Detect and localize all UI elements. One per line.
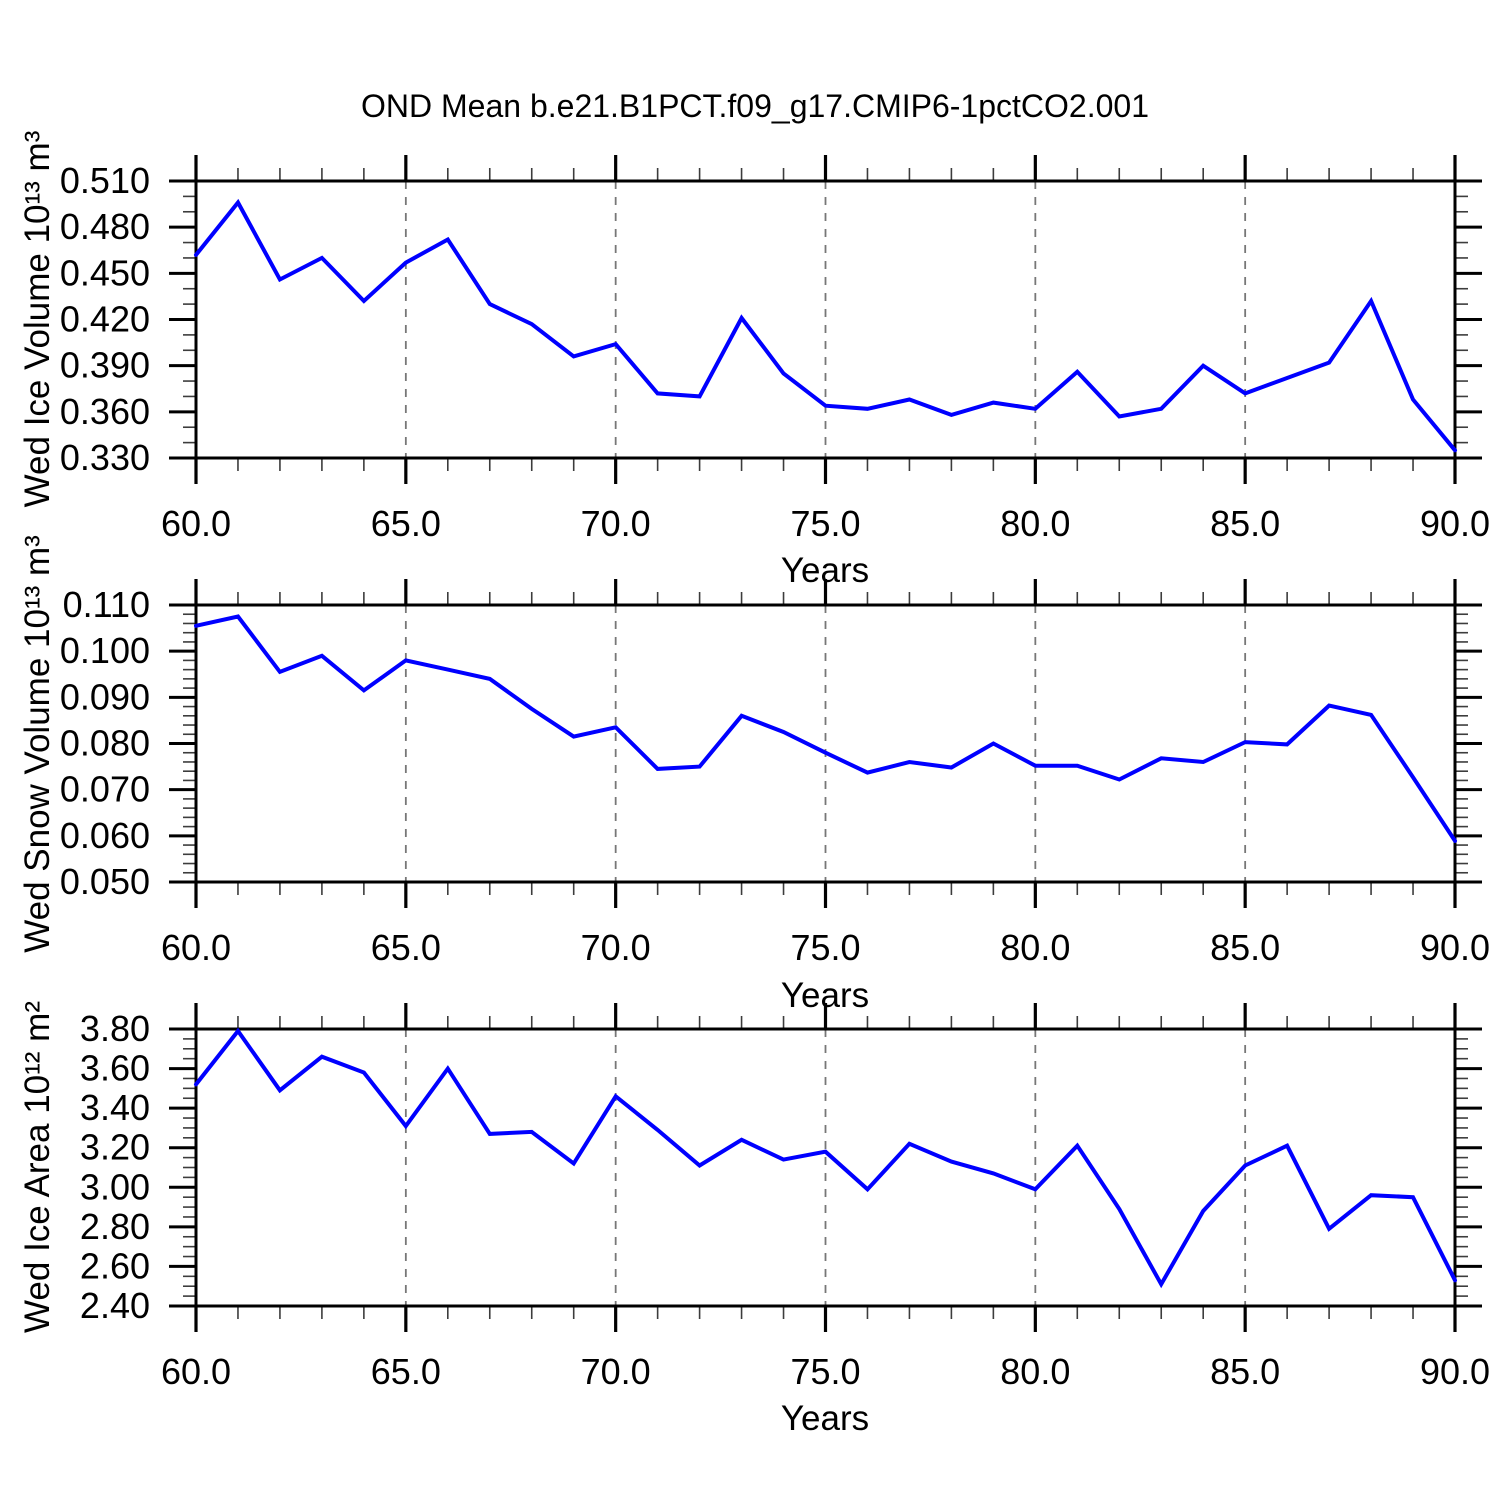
svg-text:2.80: 2.80 — [80, 1206, 150, 1247]
y-tick-labels: 0.050 0.060 0.070 0.080 0.090 0.100 0.110 — [60, 584, 150, 902]
svg-text:70.0: 70.0 — [581, 503, 651, 544]
svg-text:0.360: 0.360 — [60, 391, 150, 432]
y-axis-title-ice-volume: Wed Ice Volume 10¹³ m³ — [18, 130, 57, 508]
gridlines — [404, 181, 1247, 458]
svg-text:60.0: 60.0 — [161, 1351, 231, 1392]
svg-text:90.0: 90.0 — [1420, 503, 1490, 544]
svg-text:3.60: 3.60 — [80, 1048, 150, 1089]
svg-text:0.090: 0.090 — [60, 676, 150, 717]
plot-frame — [194, 179, 1457, 460]
plot-frame — [194, 603, 1457, 884]
x-axis-title-ice-volume: Years — [780, 551, 870, 590]
svg-text:65.0: 65.0 — [371, 927, 441, 968]
svg-text:2.60: 2.60 — [80, 1245, 150, 1286]
svg-text:0.480: 0.480 — [60, 206, 150, 247]
ice-volume-series-line — [194, 198, 1457, 453]
svg-text:60.0: 60.0 — [161, 503, 231, 544]
svg-text:2.40: 2.40 — [80, 1285, 150, 1326]
gridlines — [404, 605, 1247, 882]
ticks — [169, 1003, 1482, 1332]
svg-text:70.0: 70.0 — [581, 1351, 651, 1392]
svg-text:60.0: 60.0 — [161, 927, 231, 968]
svg-text:0.330: 0.330 — [60, 437, 150, 478]
svg-text:0.390: 0.390 — [60, 345, 150, 386]
svg-text:75.0: 75.0 — [790, 1351, 860, 1392]
y-axis-title-snow-volume: Wed Snow Volume 10¹³ m³ — [18, 535, 57, 953]
svg-text:70.0: 70.0 — [581, 927, 651, 968]
svg-text:0.060: 0.060 — [60, 815, 150, 856]
ticks — [169, 155, 1482, 484]
svg-text:90.0: 90.0 — [1420, 1351, 1490, 1392]
svg-text:0.070: 0.070 — [60, 769, 150, 810]
ice-area-plot: 2.402.602.803.003.203.403.603.80 60.0 65.0… — [80, 1003, 1490, 1392]
y-tick-labels: 2.402.602.803.003.203.403.603.80 — [80, 1008, 150, 1326]
svg-text:0.100: 0.100 — [60, 630, 150, 671]
x-tick-labels: 60.0 65.0 70.0 75.0 80.0 85.0 90.0 — [161, 927, 1490, 968]
svg-text:0.450: 0.450 — [60, 252, 150, 293]
svg-text:80.0: 80.0 — [1000, 927, 1070, 968]
svg-text:65.0: 65.0 — [371, 503, 441, 544]
svg-text:0.420: 0.420 — [60, 299, 150, 340]
svg-text:75.0: 75.0 — [790, 927, 860, 968]
svg-text:85.0: 85.0 — [1210, 1351, 1280, 1392]
svg-text:3.40: 3.40 — [80, 1087, 150, 1128]
y-tick-labels: 0.330 0.360 0.390 0.420 0.450 0.480 0.510 — [60, 160, 150, 478]
svg-text:80.0: 80.0 — [1000, 503, 1070, 544]
snow-volume-series-line — [194, 614, 1457, 843]
svg-text:90.0: 90.0 — [1420, 927, 1490, 968]
x-tick-labels: 60.0 65.0 70.0 75.0 80.0 85.0 90.0 — [161, 1351, 1490, 1392]
svg-text:65.0: 65.0 — [371, 1351, 441, 1392]
x-tick-labels: 60.0 65.0 70.0 75.0 80.0 85.0 90.0 — [161, 503, 1490, 544]
svg-text:3.20: 3.20 — [80, 1127, 150, 1168]
x-axis-title-ice-area: Years — [780, 1399, 870, 1438]
x-axis-title-snow-volume: Years — [780, 976, 870, 1015]
svg-text:3.00: 3.00 — [80, 1166, 150, 1207]
svg-text:75.0: 75.0 — [790, 503, 860, 544]
svg-text:85.0: 85.0 — [1210, 503, 1280, 544]
svg-text:0.050: 0.050 — [60, 861, 150, 902]
figure-title: OND Mean b.e21.B1PCT.f09_g17.CMIP6-1pctC… — [361, 88, 1149, 124]
svg-text:0.080: 0.080 — [60, 723, 150, 764]
ticks — [169, 579, 1482, 908]
svg-text:80.0: 80.0 — [1000, 1351, 1070, 1392]
svg-text:0.510: 0.510 — [60, 160, 150, 201]
svg-text:85.0: 85.0 — [1210, 927, 1280, 968]
gridlines — [404, 1029, 1247, 1306]
svg-text:0.110: 0.110 — [63, 584, 150, 625]
ice-area-series-line — [194, 1027, 1457, 1289]
plot-frame — [194, 1027, 1457, 1308]
svg-text:3.80: 3.80 — [80, 1008, 150, 1049]
y-axis-title-ice-area: Wed Ice Area 10¹² m² — [18, 1001, 57, 1333]
